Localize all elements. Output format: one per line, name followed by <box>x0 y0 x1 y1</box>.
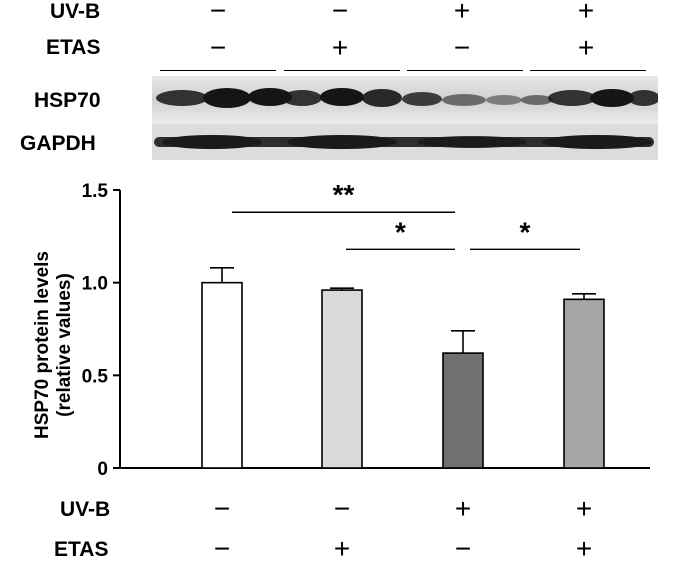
bar-4 <box>563 298 605 469</box>
bar-2 <box>321 289 363 469</box>
top-etas-label: ETAS <box>46 36 101 59</box>
bottom-uvb-sign-4: + <box>575 493 593 524</box>
bottom-etas-sign-1: − <box>213 533 231 564</box>
y-axis-title-line2: (relative values) <box>54 273 75 417</box>
y-tick-label-3: 1.5 <box>82 181 109 202</box>
significance-label-1: ** <box>333 179 355 210</box>
top-etas-sign-3: − <box>453 32 471 63</box>
group-divider-3 <box>407 70 523 71</box>
bottom-uvb-sign-1: − <box>213 493 231 524</box>
group-divider-2 <box>284 70 400 71</box>
group-divider-1 <box>160 70 276 71</box>
top-etas-sign-1: − <box>209 32 227 63</box>
bottom-etas-sign-3: − <box>454 533 472 564</box>
significance-label-2: * <box>395 216 406 247</box>
top-uvb-sign-4: + <box>577 0 595 26</box>
bottom-uvb-label: UV-B <box>60 498 111 521</box>
gapdh-blot-image <box>152 124 658 160</box>
y-tick-label-0: 0 <box>97 459 108 480</box>
bottom-uvb-sign-3: + <box>454 493 472 524</box>
y-axis-title-line1: HSP70 protein levels <box>32 251 53 439</box>
top-uvb-sign-2: − <box>331 0 349 26</box>
y-tick-label-1: 0.5 <box>82 366 109 387</box>
bar-3 <box>442 352 484 469</box>
bottom-etas-sign-4: + <box>575 533 593 564</box>
top-uvb-label: UV-B <box>50 0 101 23</box>
top-etas-sign-4: + <box>577 32 595 63</box>
bottom-etas-sign-2: + <box>333 533 351 564</box>
bottom-etas-label: ETAS <box>54 538 109 561</box>
top-uvb-sign-1: − <box>209 0 227 26</box>
y-tick-label-2: 1.0 <box>82 274 108 295</box>
hsp70-blot-image <box>152 76 658 124</box>
hsp70-blot-label: HSP70 <box>34 89 101 112</box>
bar-1 <box>201 281 243 469</box>
gapdh-blot-label: GAPDH <box>20 132 96 155</box>
top-uvb-sign-3: + <box>453 0 471 26</box>
group-divider-4 <box>530 70 646 71</box>
top-etas-sign-2: + <box>331 32 349 63</box>
bottom-uvb-sign-2: − <box>333 493 351 524</box>
significance-label-3: * <box>520 216 531 247</box>
y-axis-title: HSP70 protein levels (relative values) <box>32 220 78 470</box>
